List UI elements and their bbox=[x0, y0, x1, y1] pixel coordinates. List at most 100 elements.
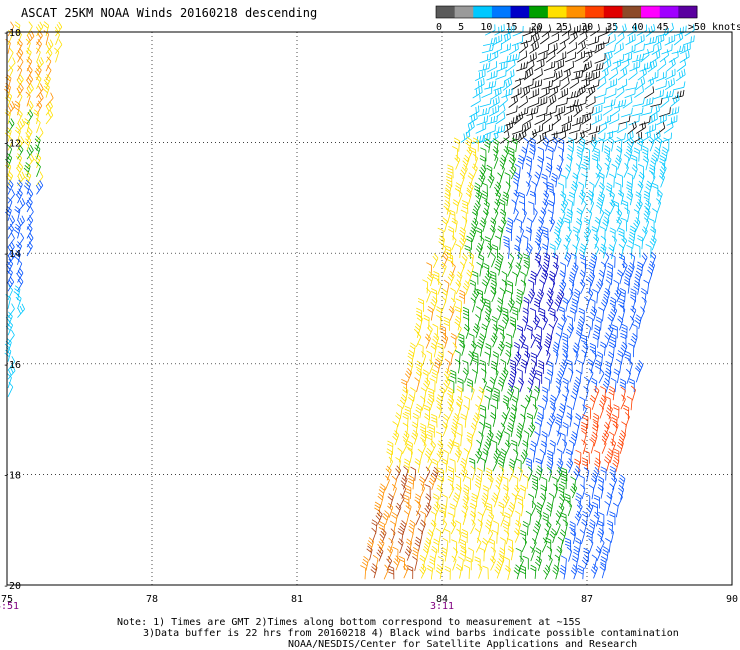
wind-barb bbox=[555, 385, 561, 401]
wind-barb bbox=[617, 67, 628, 81]
wind-barb bbox=[481, 44, 494, 54]
wind-barb bbox=[571, 70, 583, 81]
wind-barb bbox=[464, 245, 471, 259]
wind-barb bbox=[499, 422, 506, 438]
wind-barb bbox=[612, 53, 625, 64]
wind-barb bbox=[592, 421, 599, 436]
wind-barb bbox=[596, 163, 602, 179]
wind-barb bbox=[656, 114, 667, 126]
wind-barb bbox=[633, 147, 640, 162]
wind-barb bbox=[631, 154, 638, 169]
wind-barb bbox=[516, 61, 528, 72]
wind-barb bbox=[536, 288, 544, 304]
wind-barb bbox=[476, 115, 488, 126]
wind-barb bbox=[541, 430, 548, 446]
wind-barb bbox=[532, 68, 543, 81]
wind-barb bbox=[448, 379, 455, 394]
wind-barb bbox=[534, 555, 542, 571]
wind-barb bbox=[436, 484, 443, 500]
wind-barb bbox=[561, 23, 572, 37]
wind-barb bbox=[625, 33, 636, 46]
wind-barb bbox=[602, 130, 614, 143]
wind-barb bbox=[611, 414, 618, 429]
wind-barb bbox=[423, 314, 430, 329]
wind-barb bbox=[546, 545, 553, 561]
wind-barb bbox=[553, 226, 561, 241]
wind-barb bbox=[561, 68, 571, 82]
wind-barb bbox=[605, 404, 613, 420]
wind-barb bbox=[541, 476, 548, 491]
wind-barb bbox=[605, 538, 611, 553]
wind-barb bbox=[575, 449, 582, 464]
wind-barb bbox=[603, 209, 611, 224]
wind-barb bbox=[534, 59, 545, 71]
wind-barb bbox=[573, 422, 579, 438]
wind-barb bbox=[532, 207, 538, 223]
wind-speed-legend: 0 5 10 15 20 25 30 35 40 45 >50 knots bbox=[435, 5, 740, 33]
wind-barb bbox=[566, 208, 573, 224]
wind-barb bbox=[508, 154, 516, 170]
wind-barb bbox=[517, 324, 523, 339]
wind-barb bbox=[26, 241, 33, 257]
legend-label: 25 bbox=[556, 22, 568, 33]
wind-barb bbox=[520, 279, 527, 295]
wind-barb bbox=[558, 154, 564, 170]
wind-barb bbox=[440, 503, 447, 518]
wind-barb bbox=[653, 146, 661, 162]
wind-barb bbox=[469, 510, 476, 526]
wind-barb bbox=[551, 172, 558, 188]
wind-barb bbox=[619, 378, 626, 393]
wind-barb bbox=[666, 58, 676, 72]
wind-barb bbox=[410, 387, 416, 402]
wind-barb bbox=[435, 527, 442, 543]
wind-barb bbox=[636, 261, 644, 276]
wind-barb bbox=[604, 162, 610, 178]
wind-barb bbox=[443, 449, 449, 464]
wind-barb bbox=[17, 91, 23, 107]
wind-barb bbox=[573, 288, 581, 304]
wind-barb bbox=[499, 154, 507, 170]
wind-barb bbox=[534, 252, 542, 268]
wind-barb bbox=[432, 253, 439, 269]
wind-barb bbox=[512, 306, 519, 321]
wind-barb bbox=[470, 422, 477, 438]
wind-barb bbox=[26, 83, 34, 98]
wind-barb bbox=[660, 132, 672, 143]
wind-barb bbox=[585, 44, 598, 54]
wind-barb bbox=[444, 565, 451, 580]
wind-barb bbox=[645, 24, 656, 37]
wind-barb bbox=[655, 122, 666, 136]
wind-barb bbox=[492, 208, 499, 224]
wind-barb bbox=[591, 475, 598, 491]
wind-barb bbox=[552, 314, 559, 330]
wind-barb bbox=[616, 216, 622, 232]
wind-barb bbox=[45, 100, 53, 116]
wind-barb bbox=[546, 458, 554, 474]
wind-barb bbox=[502, 484, 509, 499]
wind-barb bbox=[597, 527, 605, 543]
wind-barb bbox=[607, 314, 614, 330]
wind-barb bbox=[509, 359, 516, 374]
wind-barb bbox=[596, 76, 607, 90]
longitude-tick-label: 75 bbox=[1, 594, 13, 605]
wind-barb bbox=[549, 217, 555, 232]
wind-barb bbox=[546, 296, 554, 312]
wind-barb bbox=[428, 423, 435, 438]
wind-barb bbox=[581, 71, 593, 82]
wind-barb bbox=[415, 332, 422, 347]
wind-barb bbox=[459, 289, 466, 304]
wind-barb bbox=[625, 145, 633, 161]
wind-barb bbox=[395, 412, 402, 428]
wind-barb bbox=[504, 565, 511, 580]
wind-barb bbox=[541, 80, 553, 90]
wind-barb bbox=[7, 303, 15, 318]
latitude-tick-label: -18 bbox=[3, 470, 21, 481]
wind-barb bbox=[14, 206, 21, 221]
wind-barb bbox=[593, 494, 600, 509]
wind-barb bbox=[591, 554, 598, 570]
wind-barb bbox=[600, 235, 607, 251]
wind-barb bbox=[515, 235, 522, 251]
wind-barb bbox=[502, 519, 510, 535]
wind-barb bbox=[42, 82, 50, 98]
wind-barb bbox=[585, 405, 592, 420]
